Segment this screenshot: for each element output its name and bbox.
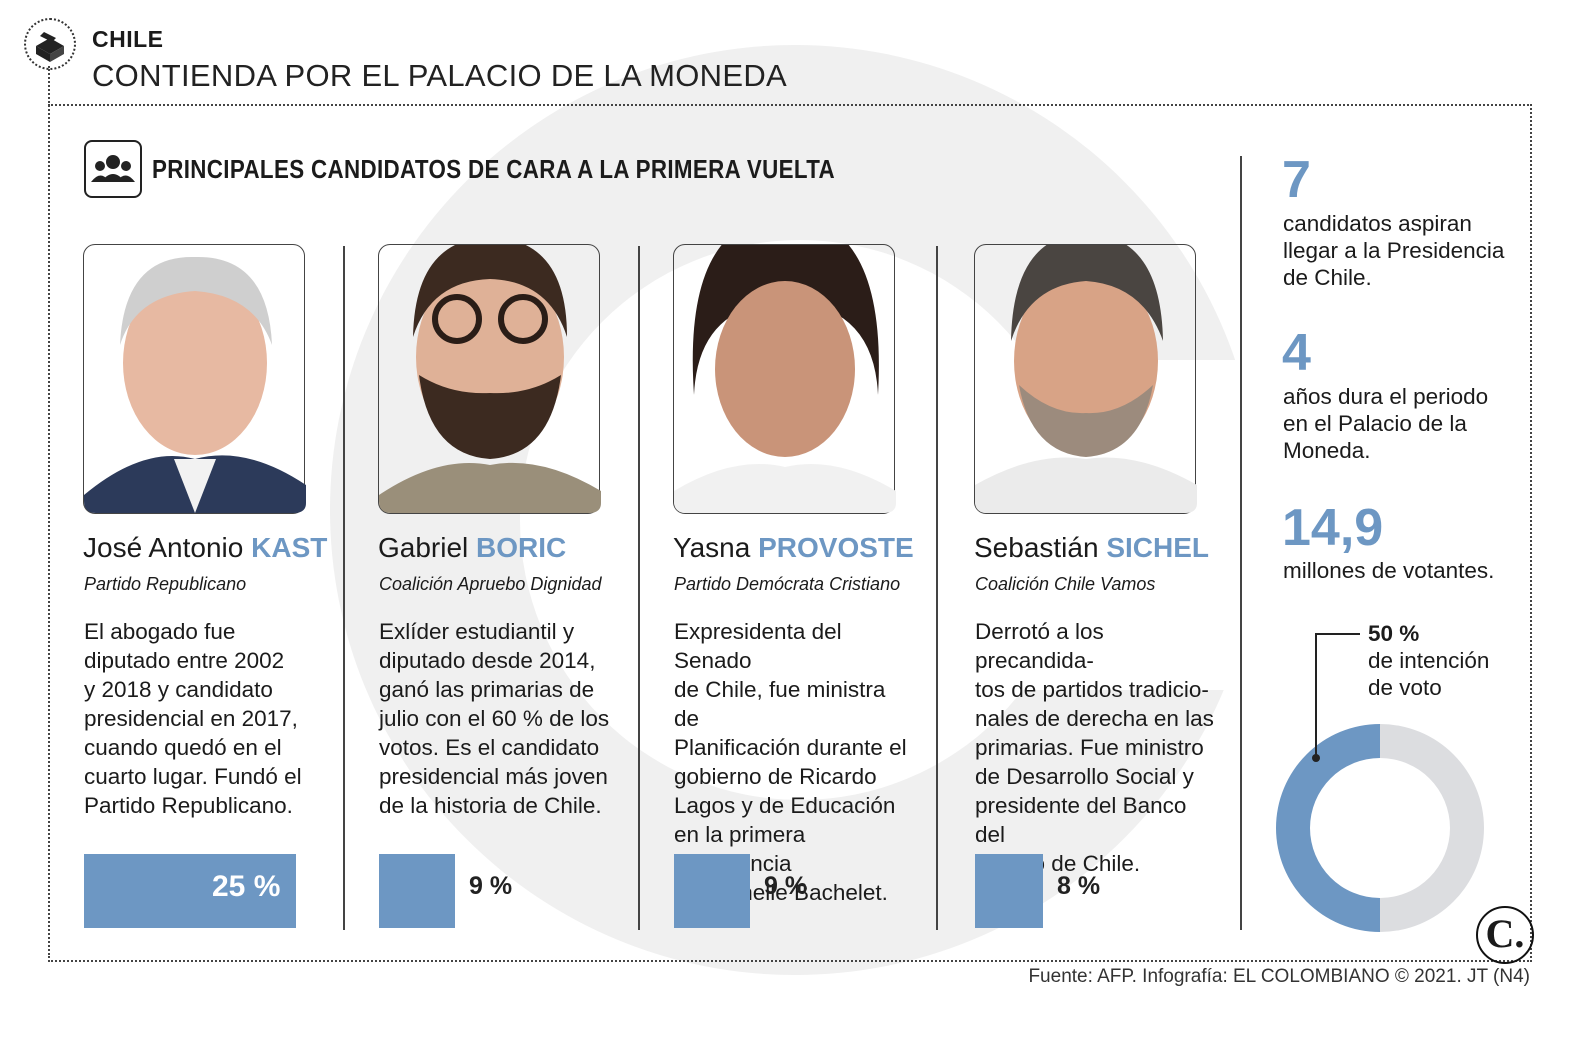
fact-number: 7 <box>1282 151 1311 209</box>
candidate-party: Coalición Apruebo Dignidad <box>379 574 602 594</box>
bar-sichel <box>975 854 1043 928</box>
candidate-name: Sebastián SICHEL <box>974 532 1209 564</box>
donut-value-label: 50 % <box>1368 621 1420 646</box>
column-divider <box>638 246 640 930</box>
donut-chart <box>1276 633 1484 932</box>
column-divider <box>1240 156 1242 930</box>
section-title: PRINCIPALES CANDIDATOS DE CARA A LA PRIM… <box>152 154 836 184</box>
bar-kast <box>84 854 296 928</box>
candidate-party: Coalición Chile Vamos <box>975 574 1156 594</box>
donut-label: 50 % de intención de voto <box>1368 621 1490 700</box>
donut-rest-segment <box>1380 724 1484 932</box>
fact-text: años dura el periodo en el Palacio de la M… <box>1283 384 1489 463</box>
fact-number: 14,9 <box>1282 499 1384 557</box>
candidate-last-name: PROVOSTE <box>758 532 914 563</box>
candidate-first-name: José Antonio <box>83 532 244 563</box>
bar-label-kast: 25 % <box>212 870 281 903</box>
page-title: CONTIENDA POR EL PALACIO DE LA MONEDA <box>92 58 787 93</box>
source-credit: Fuente: AFP. Infografía: EL COLOMBIANO ©… <box>1028 966 1530 987</box>
bar-label-sichel: 8 % <box>1057 872 1101 900</box>
candidate-bio: Derrotó a los precandida-tos de partidos… <box>975 619 1214 876</box>
candidate-photo <box>378 237 601 514</box>
candidate-last-name: KAST <box>251 532 328 563</box>
column-divider <box>343 246 345 930</box>
candidate-last-name: SICHEL <box>1106 532 1210 563</box>
candidate-party: Partido Republicano <box>84 574 247 594</box>
candidate-photo <box>974 233 1197 514</box>
content-frame <box>48 104 1532 962</box>
bar-provoste <box>674 854 750 928</box>
people-group-icon <box>84 140 142 198</box>
bar-boric <box>379 854 455 928</box>
bar-label-boric: 9 % <box>469 872 513 900</box>
candidate-last-name: BORIC <box>476 532 567 563</box>
candidate-first-name: Yasna <box>673 532 751 563</box>
candidate-photo <box>83 244 306 514</box>
candidate-photo <box>673 215 896 514</box>
fact-number: 4 <box>1282 324 1311 382</box>
donut-leader-dot <box>1312 754 1320 762</box>
candidate-bio: Exlíder estudiantil y diputado desde 2014… <box>379 619 610 818</box>
content-frame-left <box>48 66 50 958</box>
candidate-name: Yasna PROVOSTE <box>673 532 914 564</box>
fact-text: millones de votantes. <box>1283 558 1495 583</box>
ballot-box-icon <box>24 18 76 70</box>
candidate-party: Partido Demócrata Cristiano <box>674 574 901 594</box>
candidate-name: Gabriel BORIC <box>378 532 566 564</box>
column-divider <box>936 246 938 930</box>
kicker: CHILE <box>92 26 164 52</box>
candidate-bio: El abogado fue diputado entre 2002 y 2018 … <box>84 619 302 818</box>
fact-text: candidatos aspiran llegar a la Presidenci… <box>1283 211 1505 290</box>
candidate-name: José Antonio KAST <box>83 532 327 564</box>
bar-label-provoste: 9 % <box>764 872 808 900</box>
candidate-first-name: Gabriel <box>378 532 469 563</box>
candidate-first-name: Sebastián <box>974 532 1099 563</box>
el-colombiano-logo: C. <box>1476 906 1534 964</box>
donut-value-segment <box>1276 724 1380 932</box>
donut-leader-line <box>1315 633 1360 758</box>
